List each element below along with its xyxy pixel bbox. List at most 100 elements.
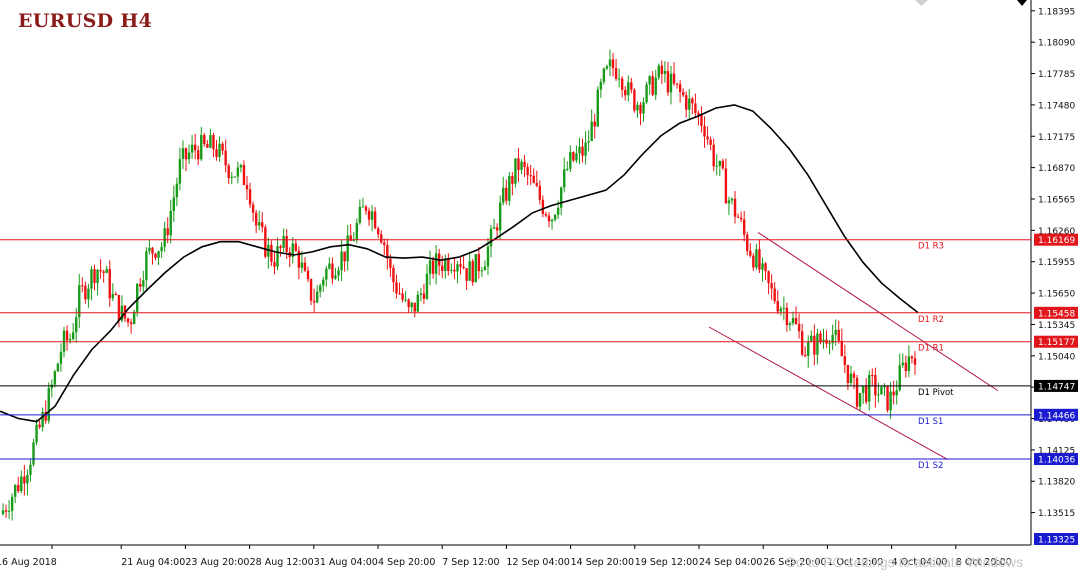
- candle-body: [444, 258, 447, 271]
- candle: [502, 176, 505, 206]
- candle-body: [261, 222, 264, 228]
- candle: [633, 88, 636, 113]
- price-badge: [1034, 233, 1078, 246]
- candle: [666, 61, 670, 96]
- candle-body: [136, 283, 139, 312]
- candle: [148, 239, 151, 255]
- candle-body: [468, 261, 471, 281]
- candle: [727, 196, 731, 216]
- candle: [474, 253, 477, 283]
- candle: [71, 323, 75, 341]
- candle-body: [520, 161, 523, 170]
- candle: [184, 147, 188, 172]
- candle-body: [56, 363, 60, 372]
- candle: [291, 237, 294, 264]
- candle-body: [376, 228, 380, 235]
- candle-body: [706, 136, 709, 140]
- candle-body: [227, 165, 230, 178]
- candle-body: [477, 254, 481, 272]
- candle-body: [410, 302, 413, 308]
- candle-body: [620, 78, 624, 90]
- candle: [90, 265, 93, 301]
- price-badge: [1034, 306, 1078, 319]
- candle-body: [861, 386, 865, 394]
- candle: [376, 226, 380, 239]
- candle-body: [59, 351, 63, 364]
- candle-body: [587, 141, 590, 143]
- candle: [468, 253, 471, 281]
- candle-body: [572, 152, 575, 161]
- candle-body: [502, 187, 505, 203]
- candle-body: [17, 485, 20, 492]
- candle: [160, 242, 163, 258]
- candle: [495, 223, 499, 237]
- candle: [163, 221, 166, 253]
- candle: [444, 254, 447, 279]
- candle-body: [407, 299, 410, 308]
- candle: [75, 307, 78, 343]
- candle-body: [498, 202, 502, 231]
- candle-body: [32, 442, 35, 465]
- candle: [611, 52, 615, 77]
- candle: [541, 195, 545, 218]
- candle-body: [831, 334, 834, 344]
- candle-body: [770, 283, 773, 289]
- candle-body: [294, 243, 298, 251]
- candle: [779, 306, 782, 316]
- candle-body: [886, 386, 889, 411]
- candle: [282, 228, 285, 253]
- candle-body: [889, 391, 892, 411]
- candle-body: [602, 68, 606, 82]
- candle: [697, 110, 700, 126]
- candle-body: [154, 253, 157, 258]
- candle: [691, 96, 694, 115]
- candle-body: [99, 269, 102, 272]
- candle-body: [471, 261, 474, 283]
- candle: [883, 383, 886, 396]
- current-price-badge: [1034, 533, 1078, 545]
- y-tick-label: 1.15040: [1038, 352, 1075, 362]
- candle-body: [78, 285, 81, 318]
- candle: [404, 290, 407, 303]
- y-tick-label: 1.17480: [1038, 101, 1075, 111]
- candle: [657, 63, 660, 80]
- candle: [892, 380, 895, 405]
- candle: [264, 224, 267, 259]
- y-tick-label: 1.18090: [1038, 39, 1075, 49]
- candle-body: [688, 98, 691, 110]
- candle: [419, 287, 423, 302]
- candle: [81, 277, 84, 293]
- candle-body: [203, 134, 206, 145]
- chart-shift-icon[interactable]: [1017, 0, 1027, 6]
- candle-body: [93, 269, 96, 284]
- candle: [663, 61, 667, 83]
- candle: [111, 283, 115, 302]
- candle-body: [834, 329, 837, 335]
- candle-body: [712, 144, 715, 167]
- candle: [242, 160, 246, 186]
- candle: [41, 407, 44, 432]
- candle-body: [495, 227, 499, 231]
- candle-body: [480, 270, 484, 272]
- candle-body: [325, 268, 328, 280]
- candle: [276, 237, 279, 271]
- x-tick-label: 28 Aug 12:00: [250, 557, 314, 568]
- candle: [596, 86, 599, 128]
- candle-body: [559, 187, 563, 208]
- candle-body: [767, 271, 770, 284]
- candle: [10, 493, 14, 521]
- candle: [434, 245, 438, 285]
- candle: [620, 76, 624, 98]
- candle-body: [132, 311, 136, 325]
- x-tick-label: 1 Oct 12:00: [827, 557, 883, 568]
- candle: [746, 231, 749, 256]
- candle-body: [898, 365, 901, 391]
- x-tick-label: 8 Oct 20:00: [956, 557, 1012, 568]
- candle-body: [523, 161, 526, 167]
- candle-body: [218, 143, 221, 157]
- candle-body: [370, 211, 374, 220]
- scroll-marker-icon[interactable]: [915, 0, 928, 6]
- candle: [248, 182, 252, 208]
